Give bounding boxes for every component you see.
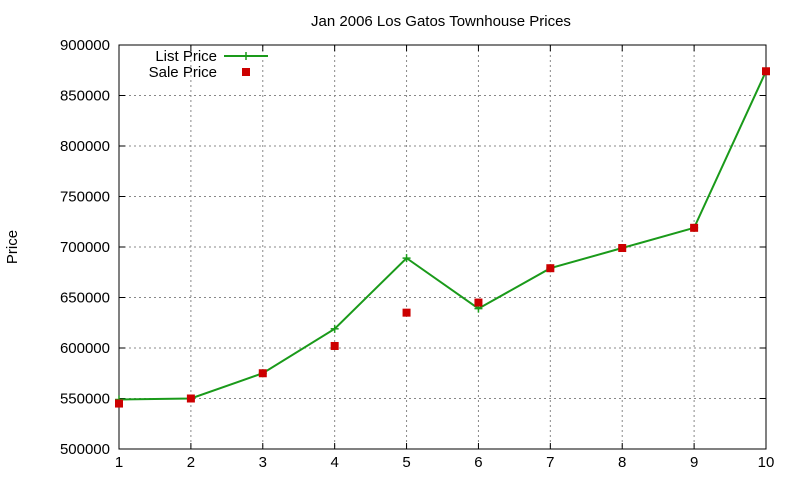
x-tick-label: 8 — [618, 454, 626, 471]
sale-price-point — [258, 369, 267, 378]
x-tick-label: 5 — [402, 454, 410, 471]
y-tick-label: 650000 — [60, 290, 110, 307]
y-tick-label: 600000 — [60, 340, 110, 357]
chart-title: Jan 2006 Los Gatos Townhouse Prices — [311, 13, 571, 30]
x-tick-label: 2 — [187, 454, 195, 471]
x-tick-label: 10 — [758, 454, 775, 471]
x-tick-label: 7 — [546, 454, 554, 471]
x-tick-label: 4 — [330, 454, 338, 471]
sale-price-point — [618, 244, 627, 253]
x-tick-label: 1 — [115, 454, 123, 471]
legend-label: List Price — [155, 48, 217, 65]
sale-price-point — [762, 67, 770, 76]
grid — [119, 45, 766, 449]
list-price-point — [330, 324, 339, 333]
y-tick-label: 700000 — [60, 239, 110, 256]
y-tick-label: 900000 — [60, 37, 110, 54]
sale-price-point — [474, 298, 483, 307]
y-tick-label: 750000 — [60, 189, 110, 206]
x-tick-label: 9 — [690, 454, 698, 471]
y-tick-label: 800000 — [60, 138, 110, 155]
plot-frame — [118, 44, 767, 450]
x-tick-label: 6 — [474, 454, 482, 471]
sale-price-point — [115, 399, 123, 408]
legend-label: Sale Price — [149, 64, 217, 81]
sale-price-point — [690, 223, 699, 232]
axes: 1 2 3 4 5 6 7 8 9 10 500000 550000 600000 650000 70000… — [60, 37, 774, 471]
series — [115, 67, 770, 408]
y-axis-label: Price — [4, 230, 21, 264]
y-tick-label: 500000 — [60, 441, 110, 458]
sale-price-point — [546, 264, 555, 273]
list-price-point — [402, 254, 411, 263]
sale-price-point — [186, 394, 195, 403]
legend-swatch-square — [242, 68, 250, 76]
sale-price-point — [402, 308, 411, 317]
y-tick-label: 850000 — [60, 88, 110, 105]
y-tick-label: 550000 — [60, 391, 110, 408]
x-tick-label: 3 — [259, 454, 267, 471]
list-price-line — [118, 70, 767, 401]
sale-price-point — [330, 341, 339, 350]
